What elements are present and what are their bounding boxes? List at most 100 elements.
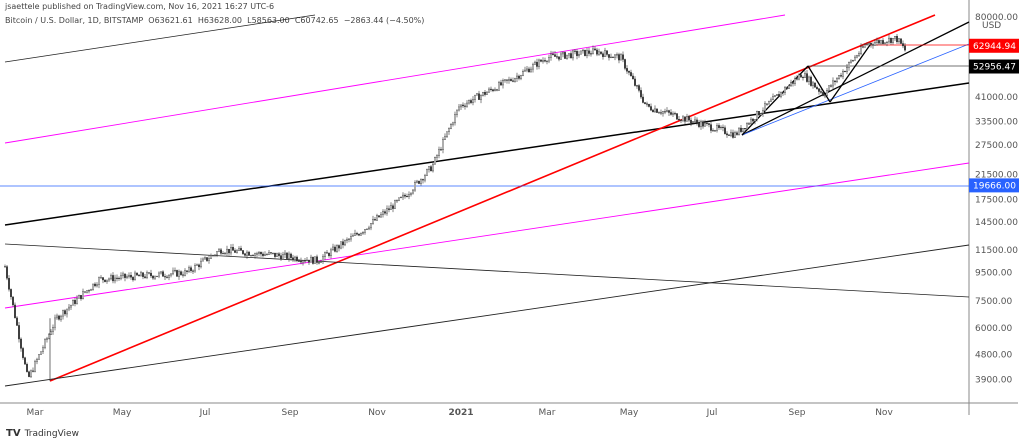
- candle-body: [314, 256, 316, 264]
- candle-body: [62, 310, 64, 317]
- candle-body: [240, 248, 242, 251]
- candle-body: [550, 53, 552, 58]
- candle-body: [434, 157, 436, 165]
- price-label-text: 62944.94: [973, 42, 1016, 52]
- candle-body: [420, 179, 422, 184]
- candle-body: [134, 272, 136, 281]
- candle-body: [114, 277, 116, 282]
- candle-body: [532, 64, 534, 70]
- trendline: [741, 43, 970, 136]
- trendline: [4, 14, 316, 63]
- candle-body: [282, 254, 284, 260]
- candle-body: [392, 205, 394, 209]
- candle-body: [484, 92, 486, 95]
- candle-body: [760, 113, 762, 116]
- y-tick-label: 27500.00: [975, 141, 1018, 151]
- candle-body: [410, 192, 412, 195]
- candle-body: [270, 252, 272, 254]
- x-tick-label: Nov: [368, 408, 386, 418]
- candle-body: [158, 272, 160, 277]
- candle-body: [162, 271, 164, 277]
- candle-body: [198, 264, 200, 268]
- candle-body: [254, 253, 256, 256]
- candle-body: [176, 270, 178, 277]
- candle-body: [846, 67, 848, 72]
- candle-body: [170, 273, 172, 276]
- candle-body: [620, 54, 622, 61]
- candle-body: [674, 113, 676, 115]
- candle-body: [238, 248, 240, 251]
- candle-body: [206, 257, 208, 261]
- candle-body: [36, 358, 38, 362]
- candle-body: [654, 108, 656, 113]
- candle-body: [296, 256, 298, 262]
- candle-body: [622, 54, 624, 60]
- candle-body: [112, 275, 114, 282]
- candle-body: [192, 270, 194, 272]
- candle-body: [806, 73, 808, 82]
- price-label-text: 52956.47: [973, 63, 1016, 73]
- candle-body: [464, 105, 466, 107]
- candle-body: [454, 114, 456, 124]
- candle-body: [34, 361, 36, 372]
- candle-body: [778, 94, 780, 97]
- candle-body: [220, 249, 222, 254]
- candle-body: [626, 68, 628, 72]
- candle-body: [166, 276, 168, 278]
- candle-body: [60, 315, 62, 320]
- candle-body: [476, 93, 478, 96]
- candle-body: [630, 72, 632, 77]
- candle-body: [44, 339, 46, 348]
- candle-body: [38, 354, 40, 360]
- candle-body: [534, 61, 536, 65]
- x-tick-label: Sep: [789, 408, 806, 418]
- candle-body: [506, 79, 508, 81]
- candle-body: [466, 102, 468, 107]
- candle-body: [904, 45, 906, 51]
- candle-body: [818, 88, 820, 92]
- candle-body: [426, 169, 428, 176]
- candle-body: [202, 258, 204, 262]
- candle-body: [388, 208, 390, 210]
- brand-name: TradingView: [24, 428, 79, 439]
- candle-body: [28, 371, 30, 377]
- candle-body: [168, 274, 170, 278]
- candle-body: [640, 90, 642, 98]
- candle-body: [490, 88, 492, 90]
- candle-body: [720, 126, 722, 128]
- candle-body: [542, 60, 544, 62]
- candle-body: [230, 247, 232, 254]
- candle-body: [98, 277, 100, 285]
- trendline: [829, 44, 871, 103]
- candle-body: [330, 249, 332, 256]
- candle-body: [664, 111, 666, 113]
- candle-body: [642, 96, 644, 103]
- trendline: [741, 65, 809, 136]
- candle-body: [672, 113, 674, 115]
- candle-body: [106, 279, 108, 282]
- candle-body: [406, 196, 408, 198]
- candle-body: [4, 266, 6, 268]
- candle-body: [172, 270, 174, 275]
- candle-body: [682, 116, 684, 121]
- candle-body: [118, 277, 120, 279]
- candle-body: [738, 127, 740, 135]
- candle-body: [748, 123, 750, 125]
- candle-body: [10, 289, 12, 298]
- candle-body: [872, 44, 874, 46]
- candle-body: [792, 82, 794, 84]
- candle-body: [120, 275, 122, 279]
- candle-body: [758, 111, 760, 116]
- y-tick-label: 14500.00: [975, 218, 1018, 228]
- candle-body: [522, 71, 524, 76]
- x-tick-label: Jul: [199, 408, 211, 418]
- candle-body: [80, 295, 82, 300]
- candle-body: [124, 273, 126, 278]
- candle-body: [828, 85, 830, 91]
- candle-body: [510, 79, 512, 81]
- candle-body: [236, 250, 238, 253]
- candle-body: [598, 51, 600, 55]
- candle-body: [492, 89, 494, 92]
- candle-body: [892, 38, 894, 43]
